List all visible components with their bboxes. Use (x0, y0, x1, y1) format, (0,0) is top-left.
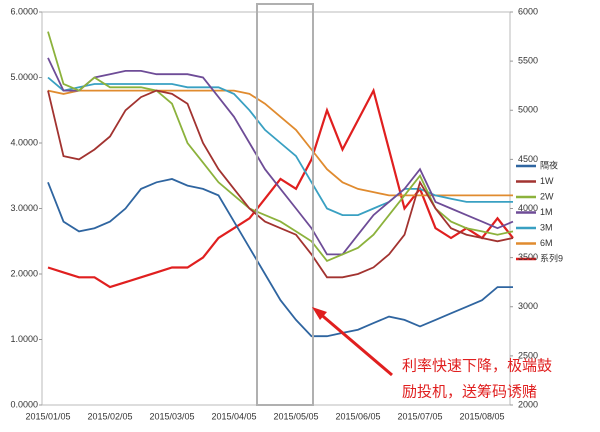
y-tick-label: 6.0000 (10, 6, 38, 16)
y2-tick-label: 3500 (518, 252, 538, 262)
series-line (47, 57, 514, 256)
y-tick-label: 5.0000 (10, 72, 38, 82)
x-tick-label: 2015/03/05 (149, 411, 194, 421)
y-tick-label: 4.0000 (10, 137, 38, 147)
legend-label: 3M (540, 222, 553, 232)
series-line (47, 178, 513, 338)
y2-tick-label: 2000 (518, 399, 538, 409)
x-tick-label: 2015/06/05 (335, 411, 380, 421)
x-tick-label: 2015/04/05 (211, 411, 256, 421)
annotation: 利率快速下降，极端鼓 (402, 357, 552, 375)
legend-label: 系列9 (540, 252, 563, 263)
y2-tick-label: 5500 (518, 56, 538, 66)
y-tick-label: 2.0000 (10, 268, 38, 278)
series-line (47, 87, 514, 289)
legend-label: 6M (540, 238, 553, 248)
annotation: 励投机，送筹码诱赌 (402, 383, 537, 401)
legend-label: 2W (540, 191, 554, 201)
y2-tick-label: 5000 (518, 105, 538, 115)
highlight-box (256, 3, 314, 406)
x-tick-label: 2015/07/05 (397, 411, 442, 421)
legend-label: 1W (540, 176, 554, 186)
series-line (47, 31, 514, 262)
legend-label: 隔夜 (540, 159, 558, 170)
series-line (47, 89, 514, 279)
x-tick-label: 2015/05/05 (273, 411, 318, 421)
x-tick-label: 2015/08/05 (459, 411, 504, 421)
y2-tick-label: 4500 (518, 154, 538, 164)
y2-tick-label: 3000 (518, 301, 538, 311)
y2-tick-label: 6000 (518, 6, 538, 16)
series-line (47, 76, 513, 216)
x-tick-label: 2015/02/05 (87, 411, 132, 421)
arrow (317, 310, 393, 377)
plot-frame (41, 11, 511, 406)
arrow-head (312, 307, 327, 320)
y2-tick-label: 2500 (518, 350, 538, 360)
y-tick-label: 0.0000 (10, 399, 38, 409)
y-tick-label: 3.0000 (10, 203, 38, 213)
x-tick-label: 2015/01/05 (25, 411, 70, 421)
y-tick-label: 1.0000 (10, 334, 38, 344)
legend-label: 1M (540, 207, 553, 217)
y2-tick-label: 4000 (518, 203, 538, 213)
